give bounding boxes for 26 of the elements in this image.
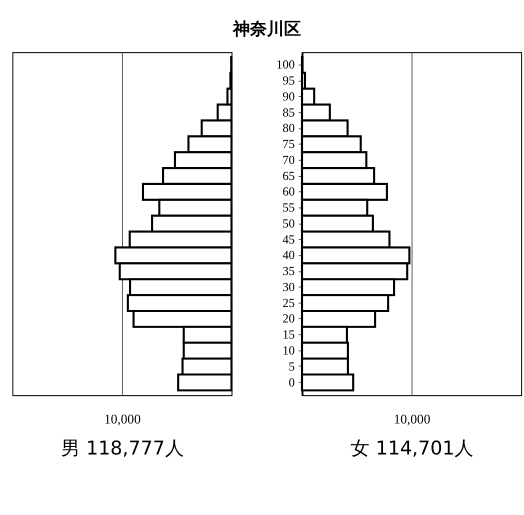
x-tick-label: 10,000 bbox=[394, 411, 431, 426]
y-tick-label: 85 bbox=[282, 105, 295, 120]
y-tick-label: 70 bbox=[282, 152, 295, 167]
y-tick-label: 75 bbox=[282, 137, 295, 152]
y-tick-label: 10 bbox=[282, 344, 295, 358]
y-tick-label: 35 bbox=[282, 264, 295, 278]
y-tick-label: 65 bbox=[282, 168, 295, 183]
y-tick-label: 15 bbox=[282, 328, 295, 342]
y-tick-label: 0 bbox=[288, 375, 295, 390]
y-tick-label: 80 bbox=[282, 121, 295, 136]
y-tick-label: 60 bbox=[282, 184, 295, 199]
y-tick-label: 25 bbox=[282, 296, 295, 310]
y-tick-label: 95 bbox=[282, 74, 295, 88]
x-axis-title: 男 118,777人 bbox=[61, 438, 184, 460]
y-tick-label: 90 bbox=[282, 89, 295, 104]
y-tick-label: 5 bbox=[288, 359, 295, 374]
y-tick-label: 30 bbox=[282, 280, 295, 294]
y-tick-label: 20 bbox=[282, 312, 295, 326]
x-axis-title: 女 114,701人 bbox=[350, 438, 474, 460]
x-tick-label: 10,000 bbox=[104, 411, 142, 426]
y-tick-label: 55 bbox=[282, 200, 295, 215]
text: 神奈川区 bbox=[232, 20, 301, 40]
y-tick-label: 45 bbox=[282, 232, 295, 246]
y-tick-label: 50 bbox=[282, 216, 295, 230]
y-tick-label: 40 bbox=[282, 248, 295, 262]
y-tick-label: 100 bbox=[276, 58, 295, 72]
